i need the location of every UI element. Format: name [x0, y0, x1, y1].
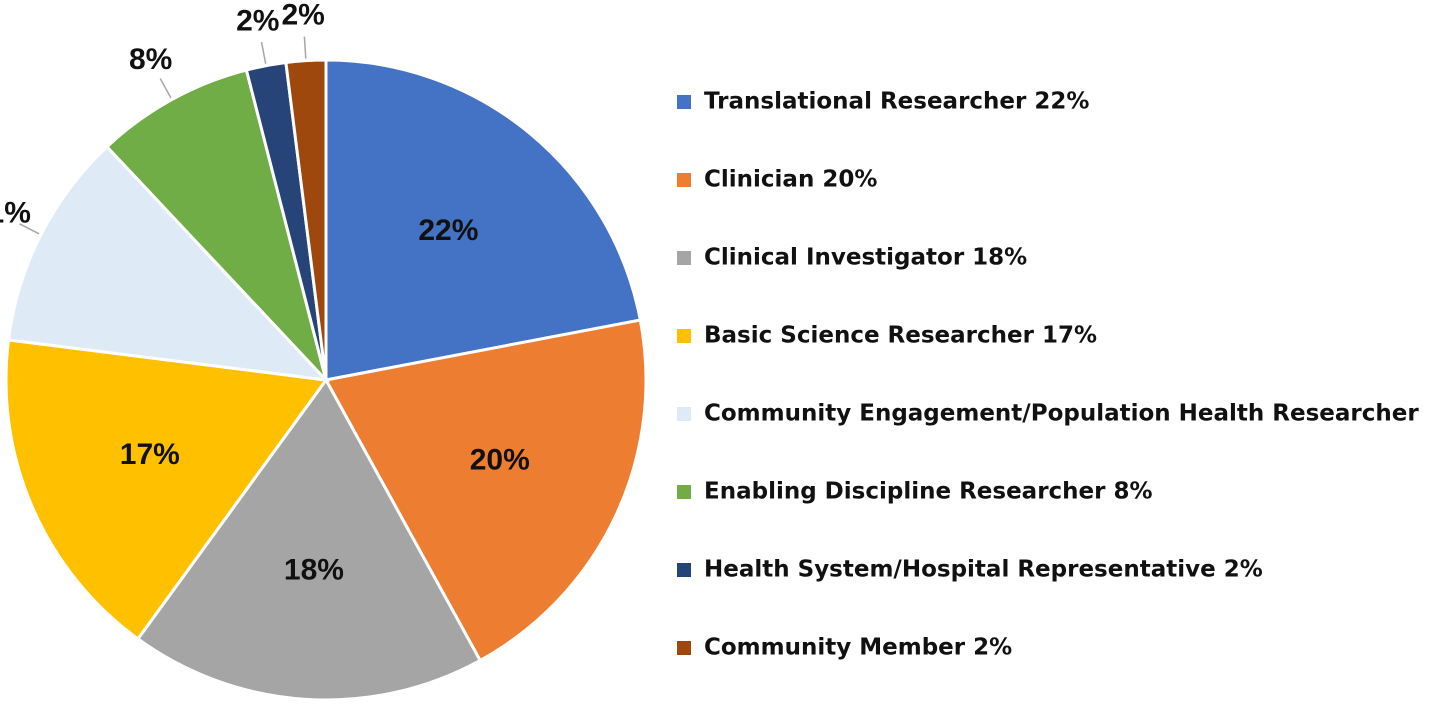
slice-value-label: 22%: [418, 214, 478, 247]
legend-swatch: [677, 95, 691, 109]
slice-value-labels: 22% 20% 18% 17% 11% 8% 2%2%: [0, 0, 530, 587]
legend-label: Clinician 20%: [704, 167, 877, 193]
legend-swatch: [677, 407, 691, 421]
pie-slice: [6, 144, 330, 383]
legend-item: Clinical Investigator 18%: [677, 245, 1027, 271]
pie-slices: [4, 58, 648, 702]
legend-item: Health System/Hospital Representative 2%: [677, 557, 1263, 583]
leader-line: [19, 223, 40, 235]
legend-label: Community Member 2%: [704, 635, 1012, 661]
pie-slice: [284, 58, 328, 381]
pie-slice: [135, 377, 483, 702]
pie-slice: [4, 338, 329, 641]
slice-value-label: 18%: [284, 554, 344, 587]
legend-item: Clinician 20%: [677, 167, 877, 193]
legend-label: Basic Science Researcher 17%: [704, 323, 1097, 349]
slice-value-label: 11%: [0, 197, 31, 230]
legend-swatch: [677, 485, 691, 499]
legend-label: Translational Researcher 22%: [704, 89, 1089, 115]
legend-item: Community Member 2%: [677, 635, 1012, 661]
legend-label: Enabling Discipline Researcher 8%: [704, 479, 1153, 505]
leader-line: [303, 36, 307, 59]
legend-item: Basic Science Researcher 17%: [677, 323, 1097, 349]
pie-slice: [323, 318, 648, 663]
legend-item: Enabling Discipline Researcher 8%: [677, 479, 1153, 505]
slice-value-label: 20%: [470, 444, 530, 477]
pie-slice: [104, 68, 328, 382]
legend-label: Health System/Hospital Representative 2%: [704, 557, 1263, 583]
legend-label: Clinical Investigator 18%: [704, 245, 1027, 271]
legend-swatch: [677, 251, 691, 265]
leader-lines: [19, 36, 307, 235]
legend-swatch: [677, 563, 691, 577]
legend-item: Community Engagement/Population Health R…: [677, 401, 1429, 427]
legend-item: Translational Researcher 22%: [677, 89, 1089, 115]
slice-value-label: 2%: [281, 0, 324, 32]
slice-value-label: 8%: [129, 43, 172, 76]
legend-label: Community Engagement/Population Health R…: [704, 401, 1429, 427]
legend-swatch: [677, 329, 691, 343]
slice-value-label: 2%: [236, 4, 279, 37]
legend-swatch: [677, 173, 691, 187]
legend: Translational Researcher 22% Clinician 20…: [677, 89, 1429, 661]
legend-swatch: [677, 641, 691, 655]
pie-slice: [324, 58, 643, 382]
slice-value-label: 17%: [120, 438, 180, 471]
leader-line: [260, 41, 267, 64]
leader-line: [159, 78, 172, 99]
